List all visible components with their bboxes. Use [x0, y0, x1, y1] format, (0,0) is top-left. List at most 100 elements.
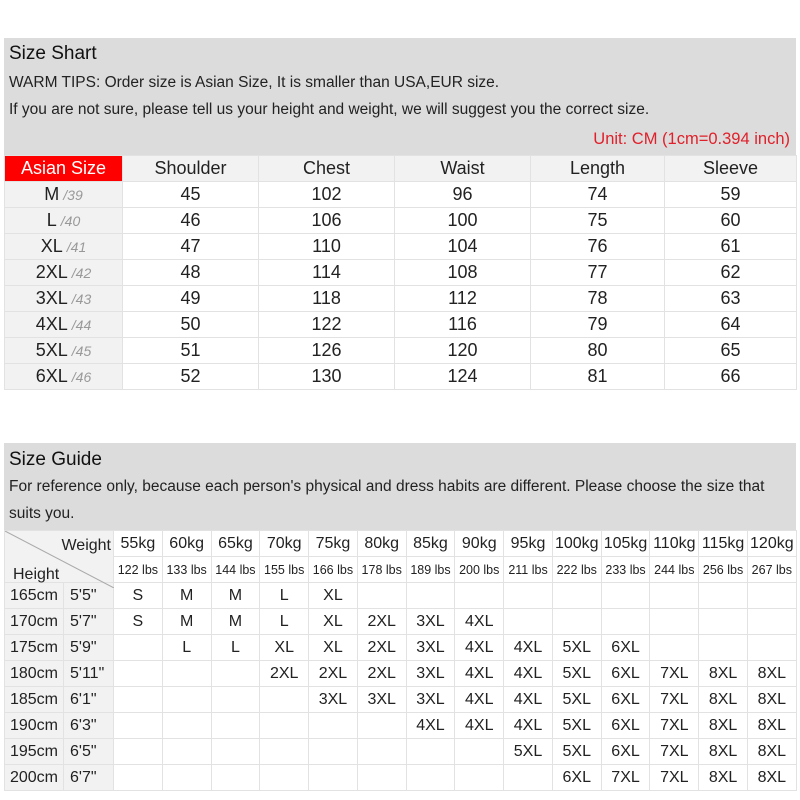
table-row: 5XL/45 51 126 120 80 65 [4, 337, 797, 364]
recommended-size: 4XL [454, 660, 505, 687]
recommended-size [746, 582, 797, 609]
measurement-cell: 52 [122, 363, 259, 390]
height-cm: 185cm [4, 686, 64, 713]
size-guide-title: Size Guide [9, 449, 102, 470]
recommended-size: 5XL [551, 634, 602, 661]
measurement-cell: 62 [664, 259, 797, 286]
measurement-cell: 102 [258, 181, 395, 208]
asian-size: 6XL [35, 366, 68, 386]
recommended-size: 8XL [698, 764, 748, 791]
recommended-size: 8XL [698, 712, 748, 739]
measurement-cell: 64 [664, 311, 797, 338]
column-header: Waist [394, 155, 531, 182]
measurement-cell: 130 [258, 363, 395, 390]
asian-size: 2XL [35, 262, 68, 282]
height-cm: 165cm [4, 582, 64, 609]
recommended-size [259, 712, 310, 739]
recommended-size [113, 686, 163, 713]
guide-row: 170cm 5'7" S M M L XL 2XL 3XL 4XL [4, 608, 797, 635]
column-header: Shoulder [122, 155, 259, 182]
recommended-size [113, 738, 163, 765]
height-cm: 175cm [4, 634, 64, 661]
asian-size: 5XL [35, 340, 68, 360]
corner-cell: Weight Height [4, 530, 114, 588]
eu-size: /43 [71, 291, 92, 307]
measurement-cell: 112 [394, 285, 531, 312]
measurement-cell: 47 [122, 233, 259, 260]
recommended-size: 4XL [405, 712, 456, 739]
eu-size: /42 [71, 265, 92, 281]
measurement-cell: 74 [530, 181, 665, 208]
recommended-size [454, 764, 505, 791]
warm-tips: WARM TIPS: Order size is Asian Size, It … [9, 74, 500, 91]
size-cell: 6XL/46 [4, 363, 123, 390]
measurement-cell: 80 [530, 337, 665, 364]
weight-lbs-header: 155 lbs [259, 556, 310, 583]
recommended-size: 4XL [503, 634, 553, 661]
height-cm: 200cm [4, 764, 64, 791]
weight-kg-header: 75kg [308, 530, 358, 557]
recommended-size: 8XL [746, 660, 797, 687]
recommended-size [649, 608, 700, 635]
recommended-size [649, 634, 700, 661]
recommended-size: L [161, 634, 212, 661]
guide-note-cont: suits you. [9, 505, 75, 522]
recommended-size [600, 608, 651, 635]
measurement-cell: 50 [122, 311, 259, 338]
recommended-size: 8XL [746, 712, 797, 739]
recommended-size: 4XL [503, 660, 553, 687]
recommended-size: XL [308, 634, 358, 661]
recommended-size: 3XL [405, 634, 456, 661]
guide-row: 195cm 6'5" 5XL 5XL 6XL 7XL 8XL 8XL [4, 738, 797, 765]
weight-lbs-header: 189 lbs [405, 556, 456, 583]
recommended-size [259, 764, 310, 791]
recommended-size [210, 712, 261, 739]
measurement-cell: 108 [394, 259, 531, 286]
size-cell: M/39 [4, 181, 123, 208]
recommended-size [161, 764, 212, 791]
height-ft: 6'7" [63, 764, 114, 791]
recommended-size: 7XL [649, 764, 700, 791]
weight-lbs-header: 256 lbs [698, 556, 748, 583]
recommended-size: L [259, 608, 310, 635]
recommended-size: 4XL [454, 712, 505, 739]
suggestion-text: If you are not sure, please tell us your… [9, 101, 650, 118]
weight-lbs-header: 166 lbs [308, 556, 358, 583]
recommended-size: L [259, 582, 310, 609]
height-ft: 5'11" [63, 660, 114, 687]
guide-row: 190cm 6'3" 4XL 4XL 4XL 5XL 6XL 7XL 8XL 8XL [4, 712, 797, 739]
height-cm: 190cm [4, 712, 64, 739]
measurement-cell: 60 [664, 207, 797, 234]
recommended-size: 5XL [551, 686, 602, 713]
size-cell: 3XL/43 [4, 285, 123, 312]
recommended-size [161, 712, 212, 739]
diagonal-divider [5, 531, 114, 588]
height-label: Height [13, 566, 60, 583]
height-ft: 5'9" [63, 634, 114, 661]
size-cell: 2XL/42 [4, 259, 123, 286]
measurement-cell: 110 [258, 233, 395, 260]
recommended-size: 3XL [405, 660, 456, 687]
weight-kg-header: 100kg [551, 530, 602, 557]
recommended-size: M [161, 582, 212, 609]
height-cm: 195cm [4, 738, 64, 765]
weight-lbs-header: 200 lbs [454, 556, 505, 583]
unit-label: Unit: CM (1cm=0.394 inch) [593, 130, 790, 148]
measurement-cell: 118 [258, 285, 395, 312]
recommended-size [259, 738, 310, 765]
recommended-size: 7XL [649, 738, 700, 765]
size-guide-table: Weight Height 55kg 60kg 65kg 70kg 75kg 80kg 85kg… [4, 530, 797, 791]
recommended-size [113, 712, 163, 739]
eu-size: /44 [71, 317, 92, 333]
recommended-size: 5XL [503, 738, 553, 765]
weight-lbs-row: 122 lbs 133 lbs 144 lbs 155 lbs 166 lbs 178 l… [5, 556, 797, 583]
height-cm: 170cm [4, 608, 64, 635]
recommended-size [356, 712, 407, 739]
measurement-cell: 114 [258, 259, 395, 286]
size-cell: 5XL/45 [4, 337, 123, 364]
weight-lbs-header: 133 lbs [161, 556, 212, 583]
measurement-cell: 49 [122, 285, 259, 312]
eu-size: /41 [66, 239, 87, 255]
table-row: XL/41 47 110 104 76 61 [4, 233, 797, 260]
measurement-cell: 79 [530, 311, 665, 338]
